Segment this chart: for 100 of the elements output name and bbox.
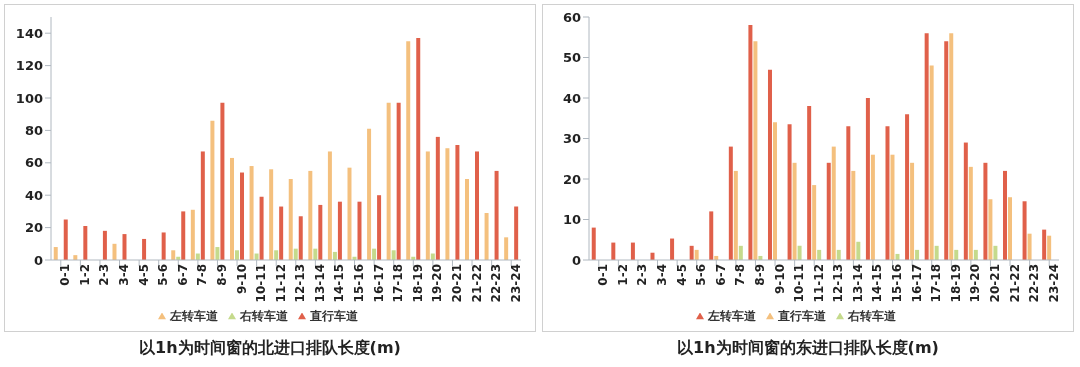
bar xyxy=(514,206,519,260)
bar xyxy=(298,216,303,260)
text: 以1h为时间窗的北进口排队长度(m) xyxy=(138,338,402,359)
x-tick-label: 21-22 xyxy=(1007,264,1022,303)
bar xyxy=(63,219,68,260)
x-tick-label: 13-14 xyxy=(850,264,865,303)
bar xyxy=(1002,170,1007,260)
legend-label: 直行车道 xyxy=(778,309,826,323)
y-tick-label: 100 xyxy=(15,90,43,106)
x-tick-label: 0-1 xyxy=(596,264,611,286)
bar xyxy=(826,162,831,260)
text: 以1h为时间窗的东进口排队长度(m) xyxy=(676,338,940,359)
bar xyxy=(83,225,88,260)
legend-label: 左转车道 xyxy=(170,309,218,323)
bar xyxy=(435,136,440,260)
bar xyxy=(474,151,479,260)
x-tick-label: 23-24 xyxy=(1046,264,1061,303)
x-tick-label: 21-22 xyxy=(469,264,484,303)
bar xyxy=(142,238,147,260)
bar xyxy=(425,151,430,260)
bar xyxy=(416,38,421,260)
bar xyxy=(949,33,954,260)
bar xyxy=(846,126,851,260)
x-tick-label: 3-4 xyxy=(655,264,670,286)
x-tick-label: 23-24 xyxy=(508,264,523,303)
x-tick-label: 7-8 xyxy=(733,264,748,286)
bar xyxy=(792,162,797,260)
bar xyxy=(210,120,215,260)
legend-label: 直行车道 xyxy=(310,309,358,323)
bar xyxy=(733,170,738,260)
y-tick-label: 10 xyxy=(562,212,581,228)
x-tick-label: 14-15 xyxy=(870,264,885,303)
x-tick-label: 20-21 xyxy=(449,264,464,303)
bar xyxy=(709,211,714,260)
x-tick-label: 12-13 xyxy=(293,264,308,303)
bar xyxy=(890,154,895,260)
bar xyxy=(1047,235,1052,260)
bar xyxy=(200,151,205,260)
bar xyxy=(748,25,753,260)
bar xyxy=(1042,229,1047,260)
x-tick-label: 8-9 xyxy=(752,264,767,286)
bar xyxy=(807,106,812,260)
x-tick-label: 7-8 xyxy=(195,264,210,286)
bar xyxy=(670,238,675,260)
y-tick-label: 30 xyxy=(562,131,581,147)
bar xyxy=(337,201,342,260)
x-tick-label: 6-7 xyxy=(713,264,728,286)
legend-label: 左转车道 xyxy=(708,309,756,323)
x-tick-label: 5-6 xyxy=(156,264,171,286)
bar xyxy=(274,250,279,260)
bar xyxy=(993,245,998,260)
x-tick-label: 10-11 xyxy=(792,264,807,303)
bar xyxy=(327,151,332,260)
bar xyxy=(161,232,166,260)
bar xyxy=(870,154,875,260)
x-tick-label: 3-4 xyxy=(117,264,132,286)
x-tick-label: 13-14 xyxy=(312,264,327,303)
bar xyxy=(787,124,792,260)
bar xyxy=(220,102,225,260)
x-tick-label: 4-5 xyxy=(136,264,151,286)
bar xyxy=(812,185,817,260)
x-tick-label: 16-17 xyxy=(909,264,924,303)
bar xyxy=(905,114,910,260)
bar xyxy=(396,102,401,260)
y-tick-label: 60 xyxy=(562,9,581,25)
y-tick-label: 140 xyxy=(15,25,43,41)
bar xyxy=(391,250,396,260)
bar xyxy=(767,69,772,260)
y-tick-label: 40 xyxy=(562,90,581,106)
x-tick-label: 10-11 xyxy=(254,264,269,303)
x-tick-label: 4-5 xyxy=(674,264,689,286)
x-tick-label: 11-12 xyxy=(811,264,826,303)
bar xyxy=(347,167,352,260)
y-tick-label: 40 xyxy=(24,187,43,203)
bar xyxy=(288,179,293,260)
x-tick-label: 15-16 xyxy=(352,264,367,303)
bar xyxy=(53,247,58,260)
bar xyxy=(753,41,758,260)
bar xyxy=(988,199,993,260)
bar xyxy=(851,170,856,260)
bar xyxy=(318,204,323,260)
x-tick-label: 18-19 xyxy=(410,264,425,303)
bar xyxy=(259,196,264,260)
x-tick-label: 22-23 xyxy=(1027,264,1042,303)
bar xyxy=(1022,201,1027,260)
bar xyxy=(494,170,499,260)
bar xyxy=(968,166,973,260)
x-tick-label: 9-10 xyxy=(234,264,249,295)
bar xyxy=(181,211,186,260)
bar xyxy=(367,128,372,260)
y-tick-label: 50 xyxy=(562,50,581,66)
bar xyxy=(963,142,968,260)
bar xyxy=(377,195,382,260)
bar xyxy=(122,234,127,260)
bar xyxy=(308,170,313,260)
bar xyxy=(269,169,274,260)
bar xyxy=(910,162,915,260)
bar xyxy=(929,65,934,260)
bar xyxy=(944,41,949,260)
y-tick-label: 20 xyxy=(24,220,43,236)
